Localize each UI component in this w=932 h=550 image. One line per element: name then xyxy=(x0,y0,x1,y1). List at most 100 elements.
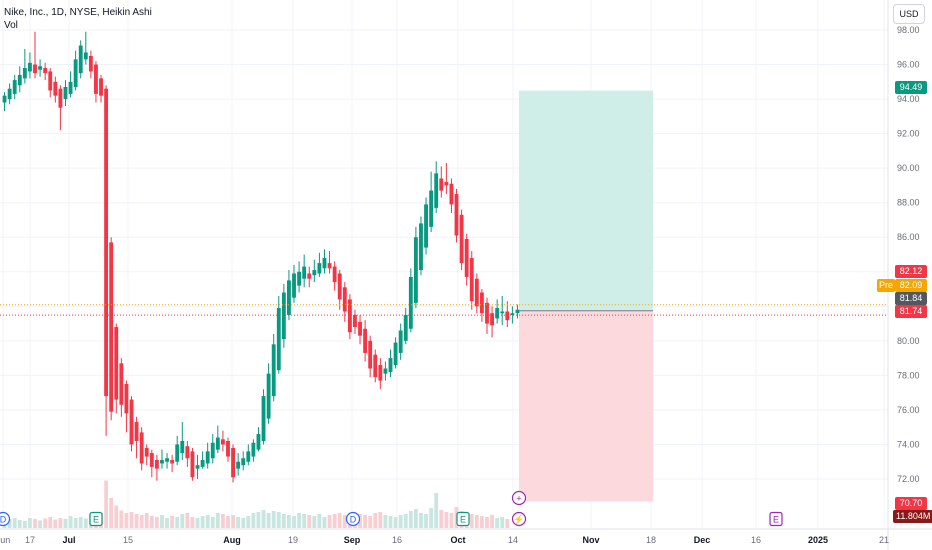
candle-body xyxy=(302,266,307,279)
candle-body xyxy=(424,204,428,248)
volume-bar xyxy=(327,515,332,528)
candle-body xyxy=(190,451,195,478)
candle-body xyxy=(139,432,144,464)
volume-bar xyxy=(281,514,286,528)
time-tick-label: Jul xyxy=(62,535,75,545)
candle-body xyxy=(317,263,322,274)
volume-bar xyxy=(307,515,312,528)
candle-body xyxy=(205,451,210,464)
earnings-marker xyxy=(89,511,103,527)
time-tick-label: 16 xyxy=(751,535,761,545)
candle-body xyxy=(276,308,281,371)
candle-body xyxy=(322,257,327,269)
volume-bar xyxy=(424,514,428,528)
candle-body xyxy=(22,67,27,79)
candle-body xyxy=(154,460,159,469)
volume-bar xyxy=(165,518,169,528)
candle-body xyxy=(266,373,271,419)
volume-bar xyxy=(200,516,205,528)
volume-bar xyxy=(38,520,43,528)
earnings-marker-label: E xyxy=(93,515,99,525)
dividend-marker-label: D xyxy=(350,515,357,525)
currency-button[interactable]: USD xyxy=(893,4,925,24)
candle-body xyxy=(327,263,332,269)
candle-body xyxy=(292,273,296,298)
earnings-upcoming-marker xyxy=(769,511,783,527)
candle-body xyxy=(104,88,109,397)
time-tick-label: 15 xyxy=(123,535,133,545)
candle-body xyxy=(175,444,180,462)
dividend-marker-label: D xyxy=(0,515,7,525)
time-axis[interactable]: Jun 17 Jul 15 Aug 19 Sep 16 Oct 14 Nov 18 Dec 16 2025 2… xyxy=(0,528,932,545)
candle-body xyxy=(200,460,205,467)
volume-bar xyxy=(119,510,124,528)
candle-body xyxy=(73,59,78,87)
candle-body xyxy=(373,354,378,378)
volume-bar xyxy=(373,513,378,528)
stop-zone xyxy=(519,310,653,502)
volume-bar xyxy=(444,512,449,528)
candle-body xyxy=(144,447,149,457)
dividend-marker xyxy=(0,511,11,527)
volume-bar xyxy=(205,515,210,528)
candle-body xyxy=(342,287,347,312)
volume-bar xyxy=(48,517,53,528)
candle-body xyxy=(413,237,418,303)
candle-body xyxy=(383,368,388,374)
volume-bar xyxy=(368,516,373,528)
candle-body xyxy=(485,302,489,324)
candle-body xyxy=(378,365,383,381)
volume-bar xyxy=(378,512,383,528)
candle-body xyxy=(231,447,235,478)
candle-body xyxy=(2,95,7,103)
candle-body xyxy=(505,311,510,321)
volume-bar xyxy=(68,516,73,528)
price-lines xyxy=(0,304,888,316)
volume-bar xyxy=(413,509,418,528)
time-tick-label: 19 xyxy=(288,535,298,545)
volume-bar xyxy=(210,517,215,528)
candle-body xyxy=(419,223,423,271)
volume-bar xyxy=(449,513,454,528)
volume-bars xyxy=(2,480,510,528)
time-tick-label: Nov xyxy=(582,535,599,545)
volume-bar xyxy=(434,493,439,528)
volume-bar xyxy=(170,516,175,528)
volume-bar xyxy=(231,515,235,528)
candlestick-series xyxy=(2,31,520,483)
volume-legend-label: Vol xyxy=(4,20,18,31)
candle-body xyxy=(119,363,124,405)
volume-bar xyxy=(256,512,261,528)
candle-body xyxy=(43,67,48,74)
volume-bar xyxy=(337,513,342,528)
candle-body xyxy=(226,441,230,457)
volume-bar xyxy=(276,512,281,528)
candle-body xyxy=(99,78,103,96)
volume-bar xyxy=(271,511,276,528)
candle-body xyxy=(53,81,58,96)
price-tick-label: 78.00 xyxy=(897,370,920,380)
candle-body xyxy=(474,278,479,307)
candle-body xyxy=(444,181,449,186)
candle-body xyxy=(261,396,266,442)
volume-bar xyxy=(287,515,291,528)
long-position-tool[interactable] xyxy=(519,90,653,502)
news-marker xyxy=(511,511,527,527)
earnings-marker xyxy=(456,511,470,527)
time-tick-label: Oct xyxy=(450,535,465,545)
candle-body xyxy=(287,280,291,315)
candle-body xyxy=(256,434,261,450)
volume-bar xyxy=(241,518,246,528)
price-tick-label: 72.00 xyxy=(897,474,920,484)
candle-body xyxy=(63,86,68,100)
volume-bar xyxy=(175,517,180,528)
time-tick-label: Aug xyxy=(223,535,241,545)
candle-body xyxy=(48,71,53,91)
entry-price-tag: 81.74 xyxy=(895,305,927,318)
candle-body xyxy=(180,441,185,454)
candle-body xyxy=(297,271,302,286)
volume-bar xyxy=(312,516,317,528)
candle-body xyxy=(241,458,246,466)
event-markers: D E D E + ⚡ E xyxy=(0,490,783,527)
